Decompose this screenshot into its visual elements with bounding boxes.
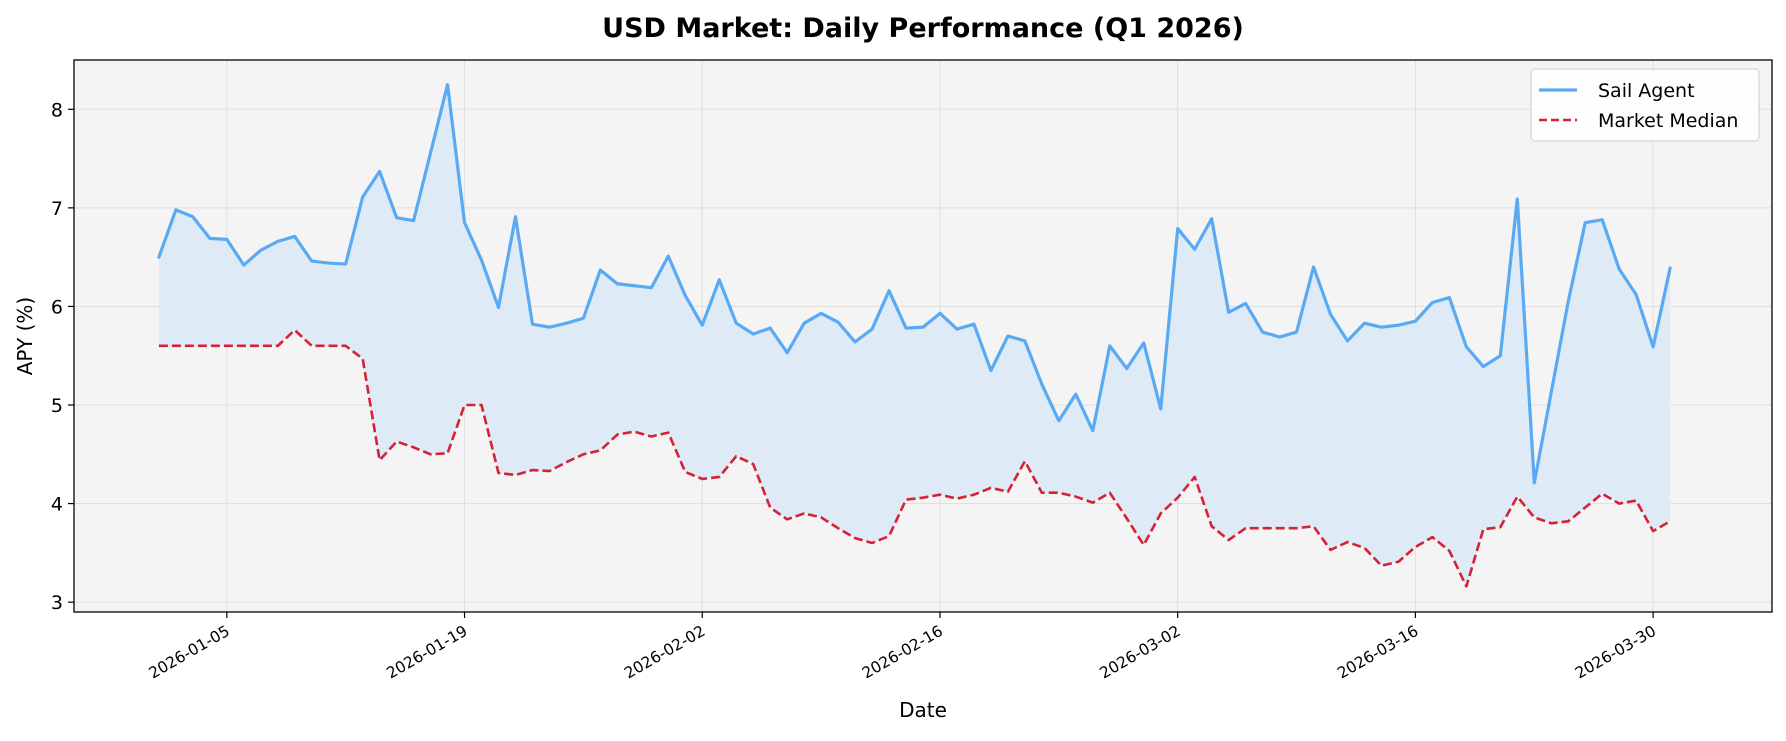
y-tick-label: 4 (51, 494, 63, 516)
y-tick-label: 8 (51, 99, 63, 121)
chart-title: USD Market: Daily Performance (Q1 2026) (602, 13, 1244, 44)
series-line-market-median (158, 328, 1671, 588)
legend: Sail Agent Market Median (1530, 68, 1760, 142)
x-axis-label: Date (899, 698, 947, 722)
legend-label-market-median: Market Median (1598, 110, 1738, 132)
y-tick-label: 7 (51, 198, 63, 220)
y-tick-label: 5 (51, 395, 63, 417)
y-axis-label: APY (%) (13, 297, 37, 376)
y-tick-label: 3 (51, 592, 63, 614)
performance-gap-fill (158, 84, 1671, 587)
series-line-sail-agent (157, 83, 1672, 485)
legend-box (1530, 68, 1760, 142)
legend-label-sail-agent: Sail Agent (1598, 80, 1695, 102)
y-tick-label: 6 (51, 296, 63, 318)
plot-frame (73, 59, 1773, 613)
